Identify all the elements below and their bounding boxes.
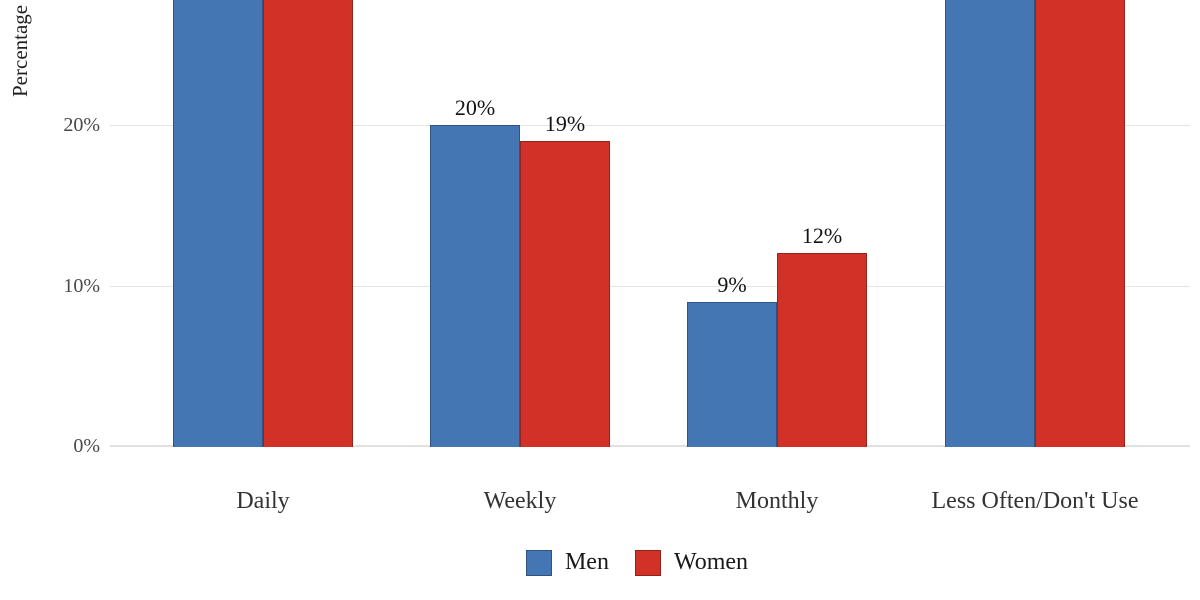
bar-value-label: 19%: [544, 111, 586, 137]
bar-value-label: 12%: [801, 223, 843, 249]
legend-swatch-women: [634, 549, 661, 576]
bar-men-weekly: [430, 125, 520, 447]
y-tick-label: 0%: [73, 435, 100, 457]
x-category-label: Weekly: [483, 488, 557, 514]
legend-label: Women: [673, 549, 749, 575]
bar-men-daily: [173, 0, 263, 447]
gridline-20%: [110, 125, 1190, 126]
legend-item-men: Men: [525, 549, 609, 576]
bar-men-less-often-don-t-use: [945, 0, 1035, 447]
gridline-10%: [110, 285, 1190, 287]
y-tick-label: 20%: [63, 114, 100, 136]
bar-women-monthly: [777, 253, 867, 447]
bar-women-less-often-don-t-use: [1035, 0, 1125, 447]
legend: Men Women: [110, 549, 1164, 576]
bar-men-monthly: [687, 301, 777, 447]
legend-item-women: Women: [634, 549, 749, 576]
x-category-label: Monthly: [735, 488, 819, 514]
legend-swatch-men: [525, 549, 552, 576]
x-category-label: Less Often/Don't Use: [931, 488, 1139, 514]
gridline-0%: [110, 445, 1190, 447]
bar-value-label: 20%: [454, 95, 496, 120]
legend-label: Men: [564, 549, 609, 575]
bar-women-daily: [263, 0, 353, 447]
bar-value-label: 9%: [717, 271, 747, 297]
y-tick-label: 10%: [63, 274, 100, 297]
bar-women-weekly: [520, 141, 610, 447]
x-category-label: Daily: [236, 488, 290, 514]
